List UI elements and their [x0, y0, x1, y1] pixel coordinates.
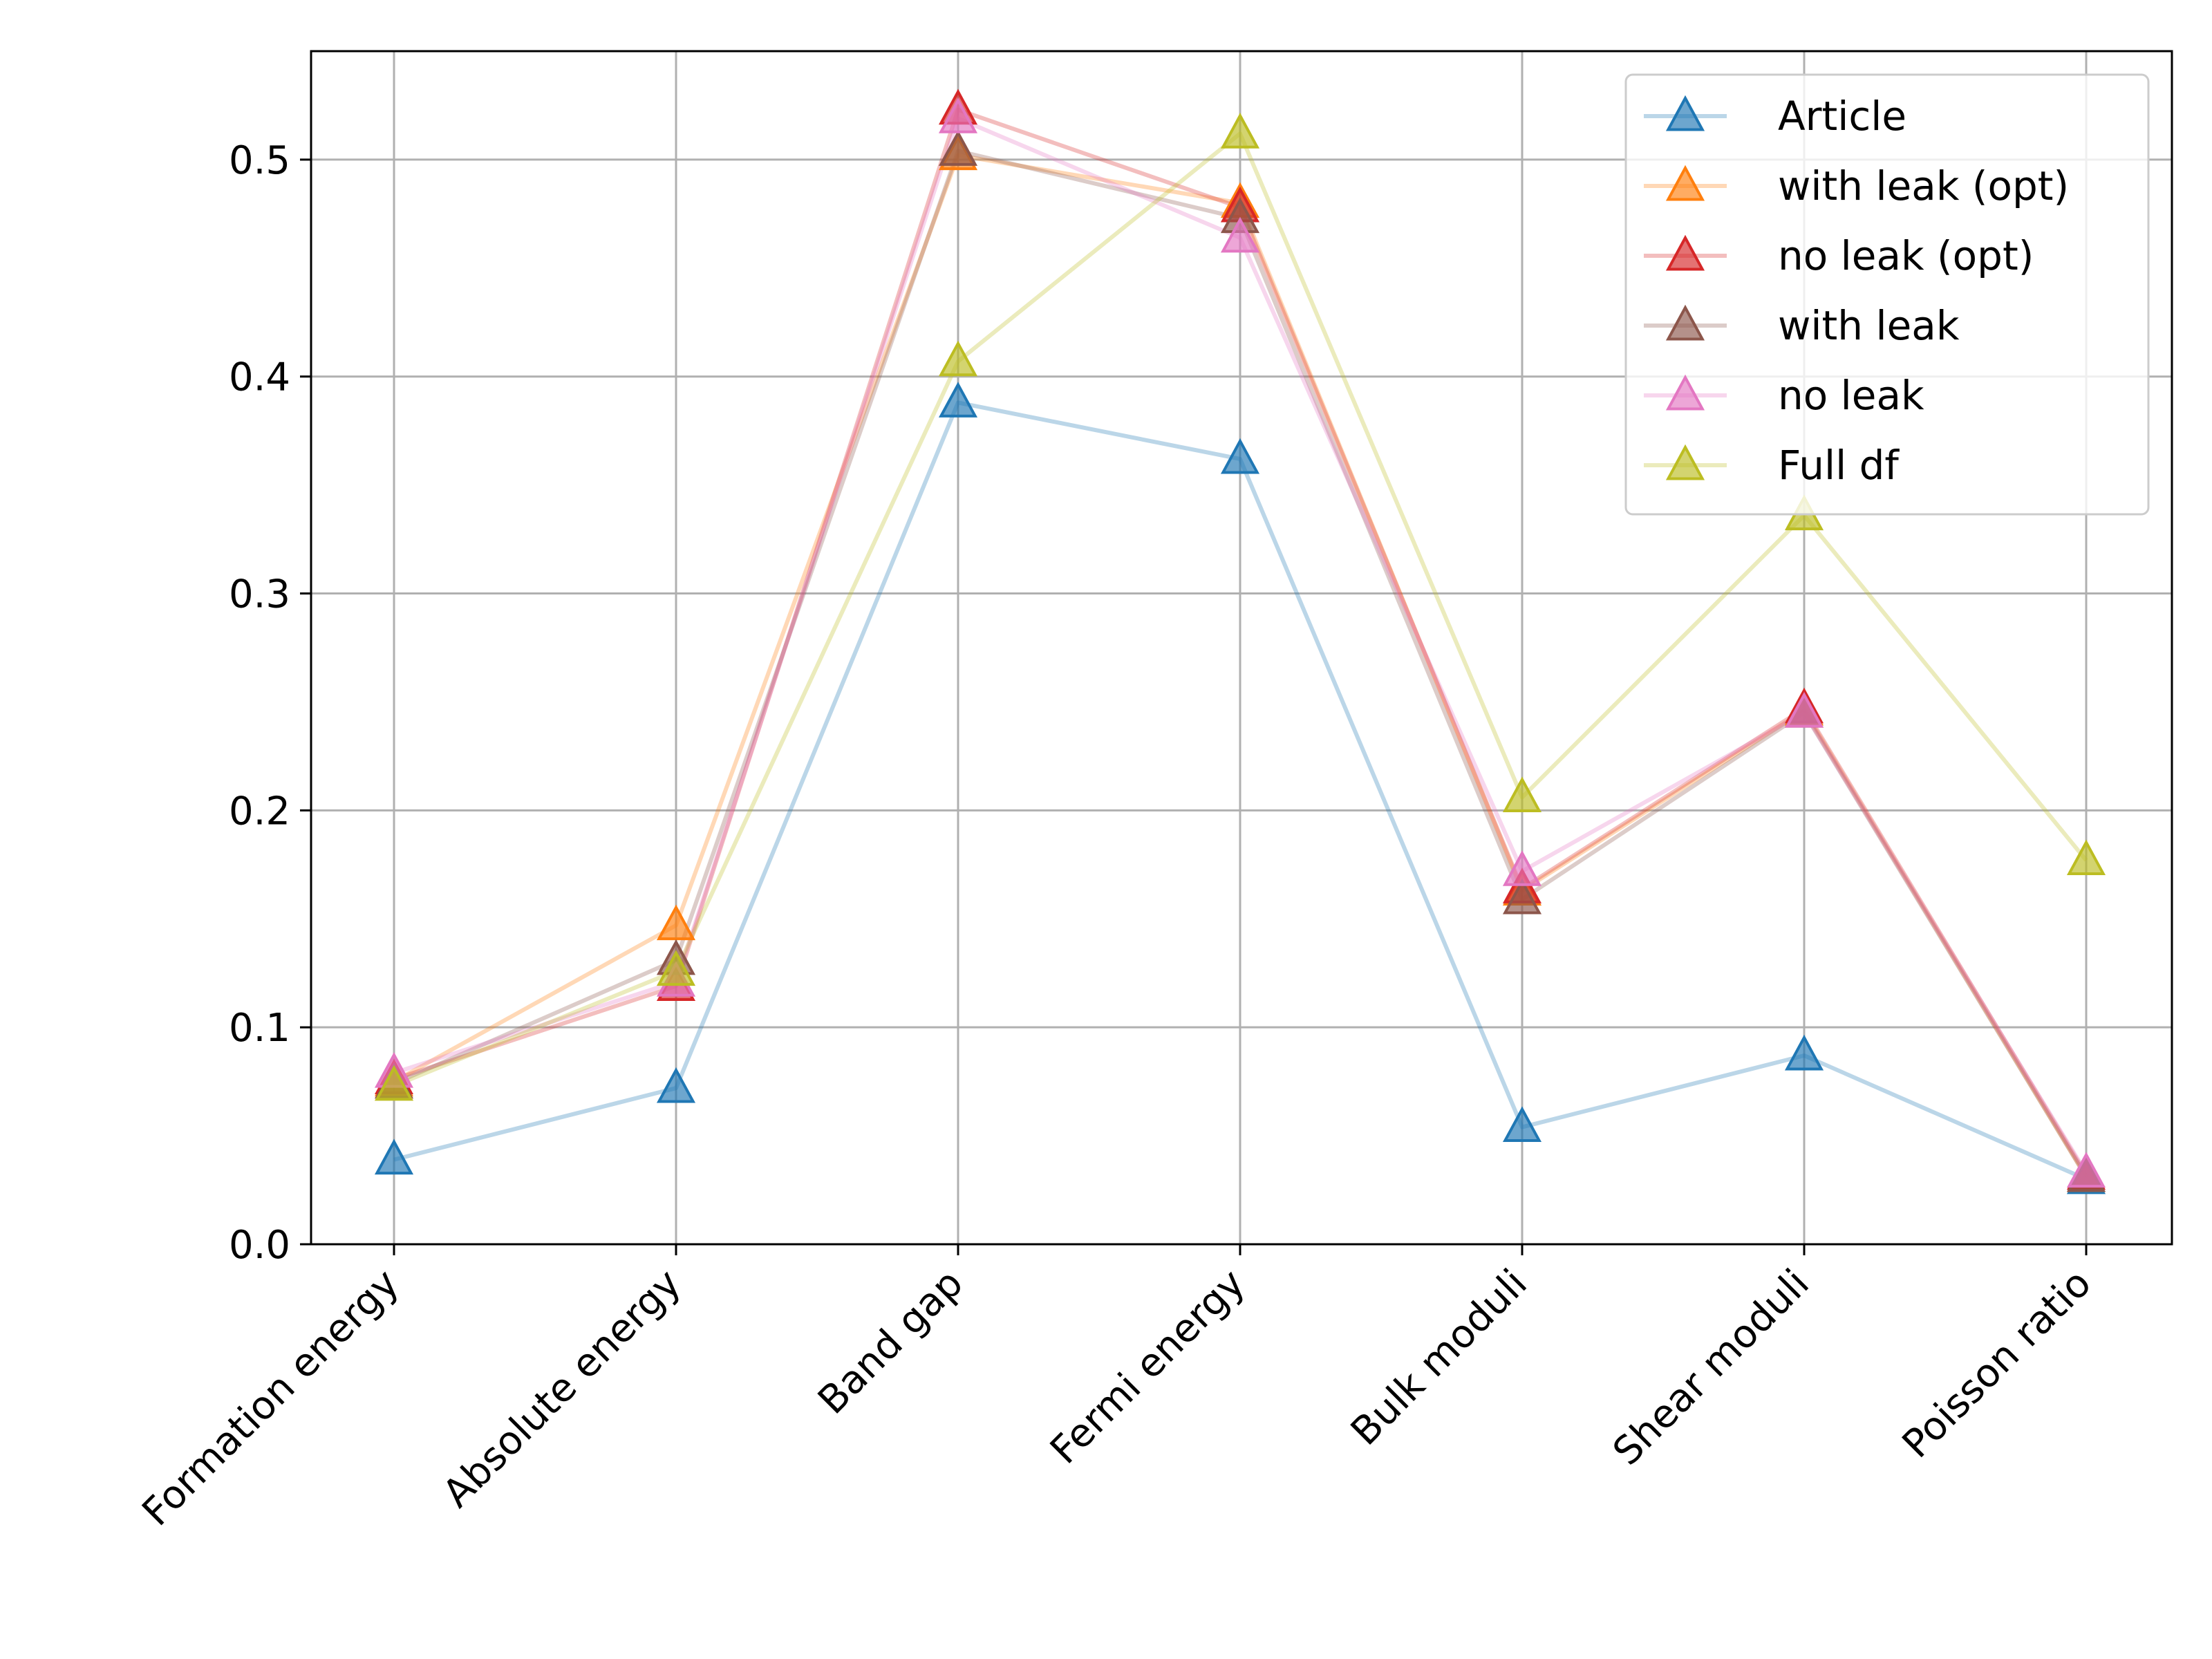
series-marker	[938, 97, 978, 133]
series-marker	[656, 904, 696, 941]
legend-label: with leak	[1778, 302, 1960, 349]
series-marker	[1502, 776, 1542, 813]
series-marker	[938, 340, 978, 377]
series-marker	[1220, 438, 1260, 474]
legend-label: Article	[1778, 93, 1906, 140]
legend-marker	[1665, 304, 1705, 341]
series-marker	[1220, 113, 1260, 149]
series-marker	[938, 382, 978, 418]
series-marker	[1220, 216, 1260, 253]
plot-frame	[310, 50, 2173, 1246]
series-marker	[2066, 1152, 2106, 1188]
legend-label: no leak (opt)	[1778, 232, 2034, 279]
legend-marker	[1665, 165, 1705, 201]
legend-label: Full df	[1778, 442, 1900, 489]
y-tick-label: 0.0	[229, 1223, 290, 1268]
y-tick-label: 0.4	[229, 355, 290, 400]
legend-marker	[1665, 374, 1705, 411]
legend-label: with leak (opt)	[1778, 162, 2069, 209]
y-tick-label: 0.5	[229, 138, 290, 183]
legend: Article with leak (opt) no leak (opt) with …	[1624, 73, 2150, 516]
series-marker	[1502, 850, 1542, 886]
legend-box	[1624, 73, 2150, 516]
y-tick-label: 0.2	[229, 789, 290, 834]
series-marker	[1784, 691, 1824, 728]
series-marker	[938, 130, 978, 166]
legend-marker	[1665, 95, 1705, 131]
series-marker	[1502, 878, 1542, 915]
series-marker	[1784, 1034, 1824, 1071]
series-marker	[374, 1065, 414, 1101]
legend-marker	[1665, 234, 1705, 271]
y-tick-label: 0.1	[229, 1006, 290, 1051]
series-marker	[656, 950, 696, 986]
series-marker	[374, 1138, 414, 1175]
series-marker	[1502, 1106, 1542, 1143]
legend-label: no leak	[1778, 372, 1924, 419]
series-marker	[656, 1067, 696, 1103]
series-marker	[2066, 839, 2106, 876]
legend-marker	[1665, 444, 1705, 480]
y-tick-label: 0.3	[229, 572, 290, 617]
